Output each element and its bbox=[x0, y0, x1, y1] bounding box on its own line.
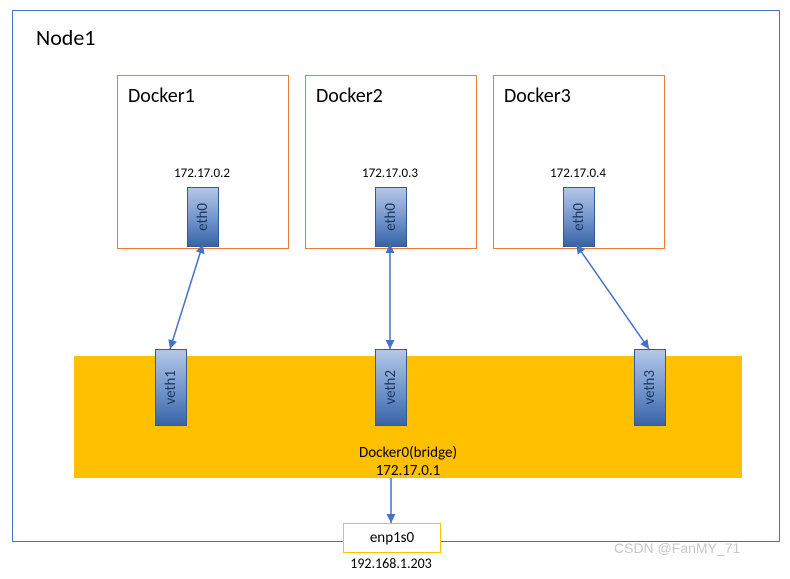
docker2-eth0: eth0 bbox=[375, 187, 407, 247]
docker1-eth0: eth0 bbox=[187, 187, 219, 247]
docker3-title: Docker3 bbox=[504, 84, 571, 108]
phys-nic-box: enp1s0 bbox=[343, 523, 441, 553]
docker1-title: Docker1 bbox=[128, 84, 195, 108]
phys-nic-ip: 192.168.1.203 bbox=[343, 555, 439, 572]
watermark: CSDN @FanMY_71 bbox=[614, 540, 740, 556]
bridge-ip: 172.17.0.1 bbox=[376, 462, 441, 480]
phys-nic-label: enp1s0 bbox=[370, 529, 414, 547]
veth3-label: veth3 bbox=[641, 370, 659, 405]
docker1-ip: 172.17.0.2 bbox=[117, 166, 287, 181]
node1-title: Node1 bbox=[36, 24, 95, 51]
docker2-eth0-label: eth0 bbox=[382, 203, 400, 231]
docker3-eth0: eth0 bbox=[563, 187, 595, 247]
bridge-label: Docker0(bridge) 172.17.0.1 bbox=[74, 444, 742, 480]
bridge-name: Docker0(bridge) bbox=[359, 444, 457, 462]
veth3: veth3 bbox=[634, 349, 666, 426]
docker3-ip: 172.17.0.4 bbox=[493, 166, 663, 181]
veth1-label: veth1 bbox=[162, 370, 180, 405]
veth2-label: veth2 bbox=[382, 370, 400, 405]
diagram-canvas: Node1 Docker1 172.17.0.2 eth0 Docker2 17… bbox=[0, 0, 790, 579]
docker3-eth0-label: eth0 bbox=[570, 203, 588, 231]
veth2: veth2 bbox=[375, 349, 407, 426]
docker2-ip: 172.17.0.3 bbox=[305, 166, 475, 181]
veth1: veth1 bbox=[155, 349, 187, 426]
docker2-title: Docker2 bbox=[316, 84, 383, 108]
docker1-eth0-label: eth0 bbox=[194, 203, 212, 231]
